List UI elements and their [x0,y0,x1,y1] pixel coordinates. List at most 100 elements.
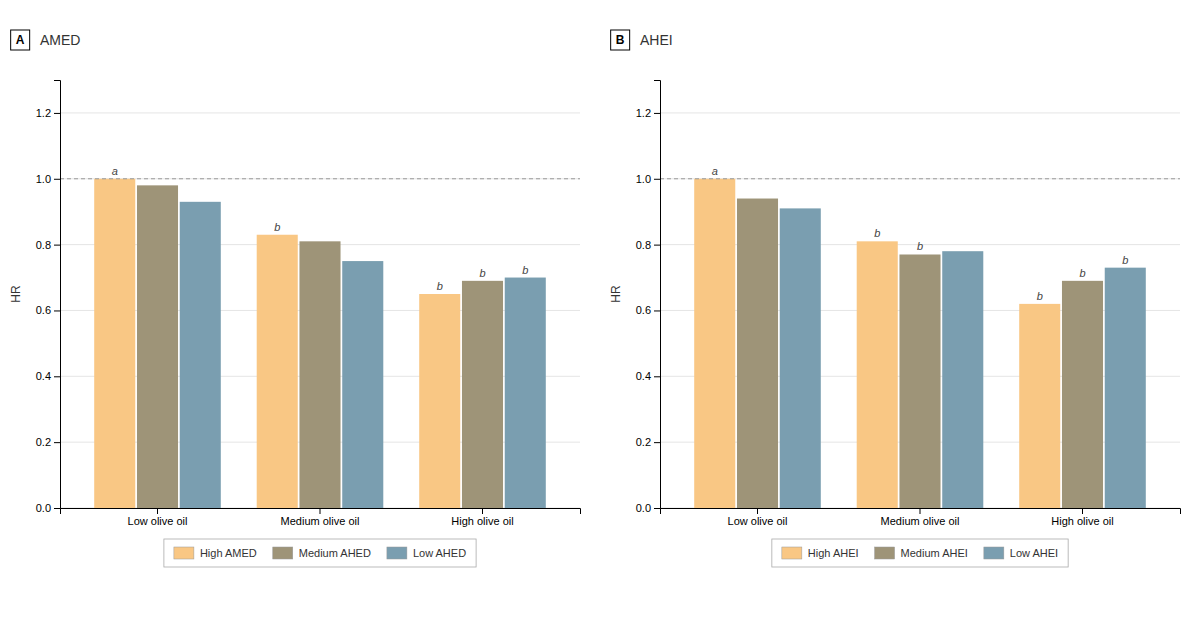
annotation: a [112,165,118,177]
panel: abbbb0.00.20.40.60.81.01.2Low olive oilM… [9,30,581,567]
tick: 1.0 [36,173,60,185]
reference-line [60,178,580,179]
tick-mark [1082,508,1083,514]
grid [660,113,1180,508]
tick-label: 0.4 [636,370,651,382]
tick-mark [757,508,758,514]
axis-title: HR [9,285,23,303]
annotation: b [522,264,528,276]
annotation: b [1037,290,1043,302]
tick: High olive oil [451,508,513,527]
tick-mark [54,179,60,180]
tick-mark [54,442,60,443]
axis-line [654,81,661,509]
y-axis: 0.0 0.2 0.4 0.6 0.8 1.0 1.2 [636,81,661,515]
panel-label-box [11,30,30,50]
tick-label: 0.6 [636,304,651,316]
bar [942,251,983,508]
bar [419,294,460,508]
legend-swatch [174,547,194,559]
plot-area [660,179,1180,508]
bar-series [94,179,460,508]
panel-label-text: A [16,33,25,47]
bar [857,241,898,508]
panel-title: AHEI [640,32,673,48]
y-axis: 0.00.20.40.60.81.01.2 [36,81,61,515]
tick-mark [920,508,921,514]
tick: 0.2 [636,436,660,448]
legend-swatch [273,547,293,559]
tick-mark [54,113,60,114]
axis-line [661,509,1181,515]
tick-label: 1.2 [36,107,51,119]
legend: High AMED Medium AHED Low AHED [164,539,476,567]
annotation: b [874,227,880,239]
tick-label: High olive oil [1051,515,1113,527]
tick: 1.0 [636,173,660,185]
tick-mark [654,245,660,246]
annotation: b [1122,254,1128,266]
legend-item: Low AHED [387,547,466,559]
tick-label: 0.4 [36,370,51,382]
annotation: b [1079,267,1085,279]
legend-items: High AMED Medium AHED Low AHED [174,547,466,559]
legend-label: Medium AHED [299,547,371,559]
reference-line [660,178,1180,179]
tick: High olive oil [1051,508,1113,527]
legend-swatch [875,547,895,559]
tick: 0.0 [636,502,660,514]
legend-label: Low AHEI [1010,547,1058,559]
legend-item: High AMED [174,547,257,559]
bar [1019,304,1060,508]
legend-item: High AHEI [782,547,859,559]
tick: Low olive oil [728,508,788,527]
grid-line [660,178,1180,179]
tick-mark [654,179,660,180]
tick-label: 0.2 [636,436,651,448]
bar [462,281,503,508]
bar [94,179,135,508]
tick: 1.2 [636,107,660,119]
tick-label: 1.0 [36,173,51,185]
tick-mark [157,508,158,514]
tick-mark [54,245,60,246]
tick-mark [54,310,60,311]
bar [257,235,298,508]
tick: Medium olive oil [881,508,960,527]
legend-items: High AHEI Medium AHEI Low AHEI [782,547,1058,559]
panel: abbbbb0.00.20.40.60.81.01.2Low olive oil… [609,30,1181,567]
legend-label: Medium AHEI [901,547,968,559]
grid [60,113,580,508]
axis-line [54,81,61,509]
annotation: b [274,221,280,233]
bar-series [737,199,1103,508]
tick-label: Medium olive oil [281,515,360,527]
tick-mark [654,508,660,509]
legend-swatch [984,547,1004,559]
grid-line [60,112,580,113]
tick-mark [654,442,660,443]
plot-area [60,179,580,508]
x-axis: Low olive oil Medium olive oil High olive … [61,508,581,527]
legend-label: Low AHED [413,547,466,559]
tick-label: 0.8 [636,239,651,251]
annotation: b [479,267,485,279]
legend-swatch [387,547,407,559]
tick-label: 0.6 [36,304,51,316]
bar-series [694,179,1060,508]
tick-label: 1.2 [636,107,651,119]
bar [1105,268,1146,508]
tick-label: Low olive oil [128,515,188,527]
panel-label-box [611,30,630,50]
legend-swatch [782,547,802,559]
tick: Medium olive oil [281,508,360,527]
panel-label: B [611,30,630,50]
tick: 0.6 [36,304,60,316]
tick-mark [320,508,321,514]
bar [137,185,178,508]
axis-line [61,509,581,515]
legend-label: High AMED [200,547,257,559]
axis-title: HR [609,285,623,303]
tick-label: 1.0 [636,173,651,185]
tick: 0.8 [636,239,660,251]
